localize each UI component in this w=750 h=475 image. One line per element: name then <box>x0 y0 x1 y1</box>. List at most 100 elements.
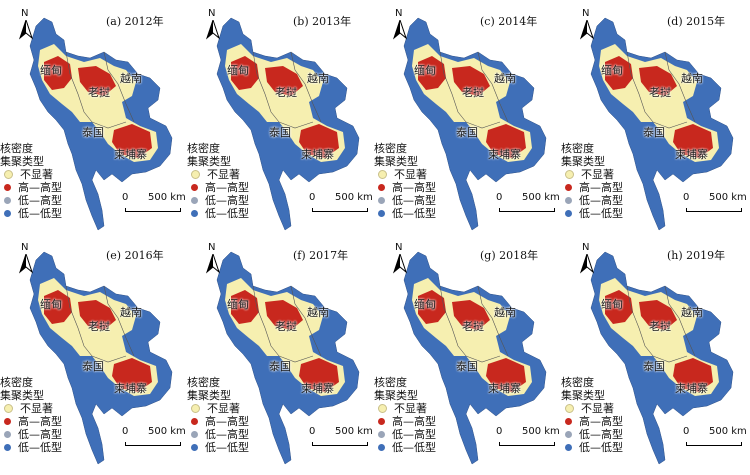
scale-bar: 0 500 km <box>309 426 373 448</box>
legend-label: 低—低型 <box>579 207 623 220</box>
legend-label: 低—低型 <box>18 207 62 220</box>
high-high-myanmar-cluster <box>418 56 446 90</box>
high-high-north-cluster <box>639 66 677 96</box>
label-laos: 老挝 <box>275 320 297 333</box>
label-myanmar: 缅甸 <box>227 298 249 311</box>
legend-label: 高—高型 <box>579 415 623 428</box>
high-high-myanmar-cluster <box>44 56 72 90</box>
country-borders <box>626 285 696 363</box>
high-high-myanmar-cluster <box>605 56 633 90</box>
label-myanmar: 缅甸 <box>40 64 62 77</box>
scale-zero: 0 <box>309 192 316 203</box>
label-thailand: 泰国 <box>82 360 104 373</box>
legend-swatch <box>191 431 198 438</box>
map-panel: N (b) 2013年 缅甸 越南 老挝 泰国 柬埔寨 核密度 集聚类型 不显著… <box>187 4 373 236</box>
panel-title: (c) 2014年 <box>480 15 538 28</box>
high-high-cambodia-cluster <box>486 124 526 158</box>
legend-title-line1: 核密度 <box>374 376 407 389</box>
scale-zero: 0 <box>683 192 690 203</box>
high-high-myanmar-cluster <box>231 290 259 324</box>
high-high-north-cluster <box>78 300 116 330</box>
label-thailand: 泰国 <box>269 360 291 373</box>
scale-bar: 0 500 km <box>309 192 373 214</box>
legend-label: 高—高型 <box>392 415 436 428</box>
scale-bar-line <box>686 208 742 212</box>
legend-label: 不显著 <box>20 402 53 415</box>
legend-swatch <box>565 170 574 179</box>
legend-item-low-high: 低—高型 <box>561 194 657 207</box>
label-thailand: 泰国 <box>269 126 291 139</box>
legend-label: 低—高型 <box>579 428 623 441</box>
label-myanmar: 缅甸 <box>601 64 623 77</box>
label-myanmar: 缅甸 <box>601 298 623 311</box>
scale-distance: 500 km <box>522 192 560 203</box>
high-high-north-cluster <box>78 66 116 96</box>
scale-zero: 0 <box>496 426 503 437</box>
label-laos: 老挝 <box>462 86 484 99</box>
cluster-map <box>590 251 734 465</box>
legend-label: 低—低型 <box>392 441 436 454</box>
north-arrow-icon <box>205 20 221 40</box>
legend-item-high-high: 高—高型 <box>0 415 96 428</box>
legend-swatch <box>4 210 11 217</box>
north-label: N <box>21 242 29 253</box>
high-high-clusters <box>605 56 713 158</box>
label-laos: 老挝 <box>649 320 671 333</box>
legend-item-high-high: 高—高型 <box>374 415 470 428</box>
label-myanmar: 缅甸 <box>414 298 436 311</box>
legend-item-low-low: 低—低型 <box>187 207 283 220</box>
cluster-map <box>590 17 734 231</box>
high-high-north-cluster <box>265 66 303 96</box>
label-vietnam: 越南 <box>120 306 142 319</box>
legend: 核密度 集聚类型 不显著 高—高型 低—高型 低—低型 <box>0 376 96 454</box>
north-arrow: N <box>18 242 34 274</box>
label-vietnam: 越南 <box>681 306 703 319</box>
legend-swatch <box>565 210 572 217</box>
label-laos: 老挝 <box>649 86 671 99</box>
legend-swatch <box>565 418 572 425</box>
north-arrow-icon <box>18 254 34 274</box>
high-high-cambodia-cluster <box>486 358 526 392</box>
legend-title-line1: 核密度 <box>374 142 407 155</box>
legend-title-line1: 核密度 <box>0 376 33 389</box>
high-high-clusters <box>605 290 713 392</box>
north-arrow-icon <box>392 254 408 274</box>
legend-title-line1: 核密度 <box>561 376 594 389</box>
legend-label: 低—高型 <box>205 428 249 441</box>
legend-label: 低—低型 <box>392 207 436 220</box>
scale-distance: 500 km <box>709 192 747 203</box>
legend-item-not-significant: 不显著 <box>561 168 657 181</box>
label-vietnam: 越南 <box>494 72 516 85</box>
map-panel: N (d) 2015年 缅甸 越南 老挝 泰国 柬埔寨 核密度 集聚类型 不显著… <box>561 4 747 236</box>
legend-label: 低—高型 <box>392 428 436 441</box>
scale-zero: 0 <box>496 192 503 203</box>
scale-bar: 0 500 km <box>496 426 560 448</box>
scale-zero: 0 <box>683 426 690 437</box>
legend-label: 高—高型 <box>205 415 249 428</box>
cluster-map <box>29 17 173 231</box>
legend-swatch <box>565 444 572 451</box>
legend-swatch <box>565 431 572 438</box>
high-high-north-cluster <box>639 300 677 330</box>
scale-bar-line <box>686 442 742 446</box>
panel-title: (h) 2019年 <box>667 249 726 262</box>
legend-swatch <box>191 418 198 425</box>
legend-item-low-high: 低—高型 <box>187 194 283 207</box>
country-borders <box>65 51 135 129</box>
high-high-myanmar-cluster <box>231 56 259 90</box>
map-panel: N (g) 2018年 缅甸 越南 老挝 泰国 柬埔寨 核密度 集聚类型 不显著… <box>374 238 560 470</box>
high-high-myanmar-cluster <box>605 290 633 324</box>
legend-swatch <box>191 404 200 413</box>
scale-bar: 0 500 km <box>683 192 747 214</box>
legend-swatch <box>191 444 198 451</box>
label-myanmar: 缅甸 <box>40 298 62 311</box>
legend-swatch <box>191 184 198 191</box>
legend-title-line2: 集聚类型 <box>187 389 231 402</box>
legend-swatch <box>4 197 11 204</box>
legend-label: 低—低型 <box>205 207 249 220</box>
scale-distance: 500 km <box>335 192 373 203</box>
legend-swatch <box>191 170 200 179</box>
legend-title-line2: 集聚类型 <box>561 389 605 402</box>
scale-zero: 0 <box>122 426 129 437</box>
scale-bar: 0 500 km <box>683 426 747 448</box>
